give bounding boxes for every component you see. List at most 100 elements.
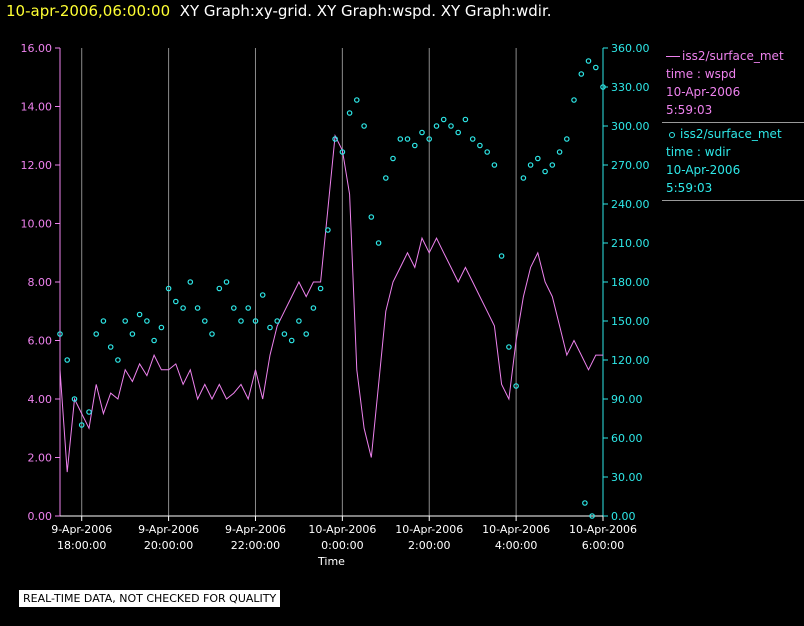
- y-left-tick-label: 12.00: [21, 159, 53, 172]
- y-left-tick-label: 16.00: [21, 42, 53, 55]
- data-point-wdir: [144, 318, 150, 324]
- data-point-wdir: [563, 136, 570, 142]
- data-point-wdir: [252, 318, 259, 324]
- data-point-wdir: [542, 168, 548, 175]
- y-right-tick-label: 210.00: [611, 237, 650, 250]
- data-point-wdir: [151, 337, 157, 344]
- data-point-wdir: [556, 149, 563, 155]
- data-point-wdir: [346, 110, 353, 116]
- data-point-wdir: [296, 318, 302, 324]
- y-left-tick-label: 4.00: [28, 393, 53, 406]
- x-tick-label: 18:00:00: [57, 539, 106, 552]
- data-point-wdir: [582, 500, 588, 506]
- data-point-wdir: [462, 116, 469, 123]
- y-left-tick-label: 14.00: [21, 101, 53, 114]
- x-tick-label: 9-Apr-2006: [51, 523, 112, 536]
- data-point-wdir: [57, 331, 63, 337]
- y-right-tick-label: 330.00: [611, 81, 650, 94]
- line-symbol-icon: [666, 56, 680, 57]
- data-point-wdir: [180, 305, 186, 311]
- data-point-wdir: [433, 123, 440, 129]
- data-point-wdir: [411, 142, 418, 149]
- x-tick-label: 9-Apr-2006: [138, 523, 199, 536]
- data-point-wdir: [484, 149, 491, 155]
- legend-entry-wspd: iss2/surface_met time : wspd 10-Apr-2006…: [662, 45, 804, 123]
- y-right-tick-label: 120.00: [611, 354, 650, 367]
- data-point-wdir: [390, 155, 396, 162]
- data-point-wdir: [129, 331, 136, 337]
- y-right-tick-label: 150.00: [611, 315, 650, 328]
- y-right-tick-label: 300.00: [611, 120, 650, 133]
- data-point-wdir: [288, 337, 295, 344]
- y-left-tick-label: 8.00: [28, 276, 53, 289]
- y-right-tick-label: 90.00: [611, 393, 643, 406]
- x-tick-label: 10-Apr-2006: [395, 523, 463, 536]
- data-point-wdir: [549, 162, 556, 168]
- data-point-wdir: [353, 97, 360, 103]
- data-point-wdir: [187, 279, 194, 285]
- y-right-tick-label: 180.00: [611, 276, 650, 289]
- data-point-wdir: [78, 422, 85, 428]
- x-tick-label: 10-Apr-2006: [308, 523, 376, 536]
- data-point-wdir: [513, 383, 519, 389]
- data-point-wdir: [86, 409, 92, 415]
- data-point-wdir: [64, 357, 71, 363]
- y-right-tick-label: 270.00: [611, 159, 650, 172]
- legend-date: 10-Apr-2006: [666, 85, 741, 99]
- y-left-tick-label: 10.00: [21, 218, 53, 231]
- data-point-wdir: [303, 331, 310, 337]
- data-point-wdir: [339, 149, 346, 155]
- data-point-wdir: [469, 136, 476, 142]
- circle-symbol-icon: [669, 131, 675, 138]
- data-point-wdir: [520, 175, 527, 181]
- legend-time: 5:59:03: [666, 103, 713, 117]
- data-point-wdir: [397, 136, 404, 142]
- data-point-wdir: [506, 344, 512, 350]
- data-point-wdir: [115, 357, 121, 363]
- data-point-wdir: [375, 240, 382, 246]
- y-left-tick-label: 2.00: [28, 452, 53, 465]
- data-point-wdir: [209, 331, 215, 337]
- y-right-tick-label: 60.00: [611, 432, 643, 445]
- data-point-wdir: [361, 123, 367, 129]
- x-tick-label: 0:00:00: [321, 539, 363, 552]
- quality-note: REAL-TIME DATA, NOT CHECKED FOR QUALITY: [19, 590, 281, 607]
- data-point-wdir: [589, 513, 595, 519]
- data-point-wdir: [122, 318, 129, 324]
- legend-field: time : wdir: [666, 145, 731, 159]
- x-axis-title: Time: [317, 555, 345, 568]
- legend: iss2/surface_met time : wspd 10-Apr-2006…: [662, 45, 804, 201]
- data-point-wdir: [455, 129, 462, 136]
- data-point-wdir: [194, 305, 201, 311]
- data-point-wdir: [404, 136, 411, 142]
- data-point-wdir: [202, 318, 208, 324]
- data-point-wdir: [571, 97, 577, 103]
- data-point-wdir: [600, 84, 606, 90]
- data-point-wdir: [527, 162, 534, 168]
- data-point-wdir: [491, 162, 498, 168]
- data-point-wdir: [216, 285, 223, 292]
- data-point-wdir: [274, 318, 281, 324]
- y-right-tick-label: 240.00: [611, 198, 650, 211]
- data-point-wdir: [93, 331, 100, 337]
- data-point-wdir: [368, 214, 375, 220]
- y-left-tick-label: 0.00: [28, 510, 53, 523]
- data-point-wdir: [100, 318, 107, 324]
- data-point-wdir: [498, 253, 505, 259]
- series-line-wspd: [59, 134, 603, 473]
- legend-time: 5:59:03: [666, 181, 713, 195]
- x-tick-label: 20:00:00: [144, 539, 193, 552]
- data-point-wdir: [426, 136, 433, 142]
- data-point-wdir: [332, 136, 338, 142]
- data-point-wdir: [317, 285, 324, 292]
- data-point-wdir: [534, 155, 541, 162]
- x-tick-label: 10-Apr-2006: [569, 523, 637, 536]
- legend-entry-wdir: iss2/surface_met time : wdir 10-Apr-2006…: [662, 123, 804, 201]
- data-point-wdir: [448, 123, 454, 129]
- header-timestamp: 10-apr-2006,06:00:00: [6, 2, 171, 20]
- data-point-wdir: [267, 324, 273, 331]
- x-tick-label: 9-Apr-2006: [225, 523, 286, 536]
- header-graph-list: XY Graph:xy-grid. XY Graph:wspd. XY Grap…: [179, 2, 552, 20]
- x-tick-label: 4:00:00: [495, 539, 537, 552]
